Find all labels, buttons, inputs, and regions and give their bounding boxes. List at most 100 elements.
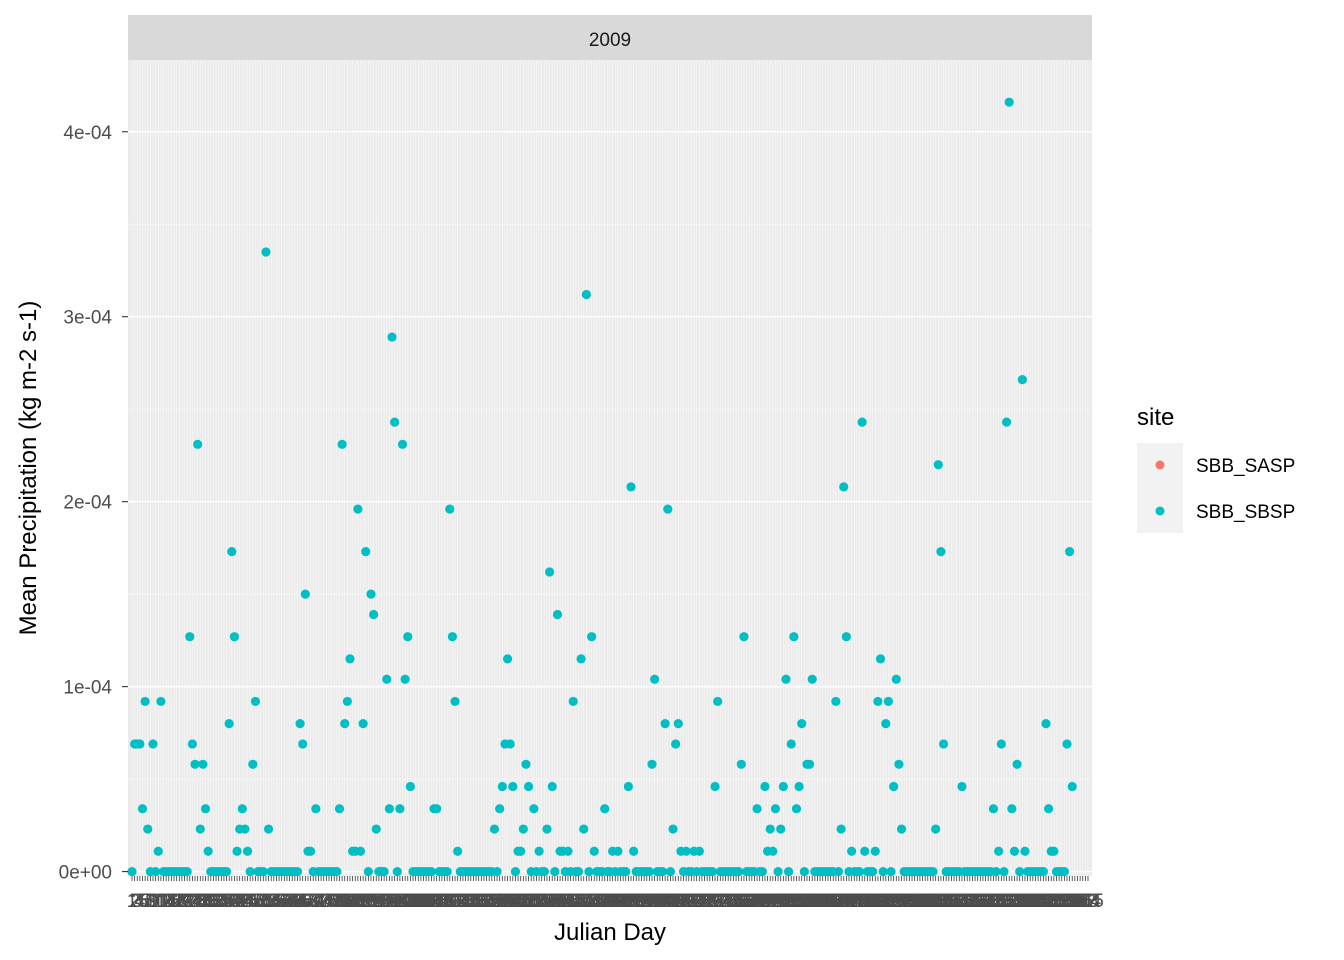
x-tick-label: 175 [573, 891, 605, 912]
x-tick-label: 208 [660, 891, 692, 912]
data-point [770, 804, 781, 814]
x-tick-label: 326 [970, 891, 1002, 912]
data-point [151, 866, 161, 877]
x-tick-label: 45 [237, 891, 258, 912]
x-axis-title: Julian Day [554, 919, 666, 946]
x-tick-label: 221 [694, 891, 726, 912]
x-tick-label: 336 [996, 891, 1028, 912]
x-tick-label: 136 [471, 891, 503, 912]
data-point [681, 846, 691, 856]
x-tick-label: 314 [938, 891, 970, 912]
data-point [847, 846, 857, 856]
x-tick-label: 155 [521, 891, 553, 912]
x-tick-label: 243 [752, 891, 784, 912]
data-point [143, 824, 153, 834]
data-point [510, 866, 521, 877]
data-point [224, 719, 234, 729]
x-tick-label: 164 [544, 891, 576, 912]
data-point [881, 719, 891, 729]
data-point [579, 824, 589, 834]
x-tick-label: 111 [406, 891, 435, 912]
x-tick-label: 30 [198, 891, 219, 912]
x-tick-label: 278 [844, 891, 876, 912]
x-tick-label: 209 [662, 891, 694, 912]
x-tick-label: 302 [907, 891, 939, 912]
data-point [994, 846, 1004, 856]
data-point [229, 632, 240, 642]
data-point [776, 824, 786, 834]
data-point [957, 781, 967, 792]
data-point [587, 632, 597, 642]
x-tick-label: 135 [468, 891, 500, 912]
x-tick-label: 203 [647, 891, 679, 912]
x-tick-label: 81 [332, 891, 353, 912]
x-tick-label: 171 [563, 891, 595, 912]
data-point [497, 781, 507, 792]
x-tick-label: 10 [145, 891, 166, 912]
data-point [1041, 719, 1051, 729]
x-tick-label: 352 [1038, 891, 1070, 912]
x-tick-label: 226 [707, 891, 739, 912]
data-point [789, 632, 799, 642]
x-tick-label: 275 [836, 891, 868, 912]
x-tick-label: 206 [655, 891, 687, 912]
x-tick-label: 324 [964, 891, 996, 912]
x-tick-label: 362 [1064, 891, 1096, 912]
x-tick-label: 14 [156, 891, 178, 912]
data-point [936, 547, 946, 557]
data-point [552, 609, 563, 620]
x-tick-label: 198 [634, 891, 666, 912]
x-tick-label: 107 [395, 891, 427, 912]
x-tick-label: 57 [269, 891, 290, 912]
x-tick-label: 58 [271, 891, 292, 912]
x-tick-label: 139 [479, 891, 511, 912]
x-tick-label: 59 [274, 891, 295, 912]
x-tick-label: 276 [838, 891, 870, 912]
x-tick-label: 228 [712, 891, 744, 912]
data-point [1007, 804, 1017, 814]
data-point [873, 696, 883, 707]
x-tick-label: 222 [697, 891, 729, 912]
x-tick-label: 195 [626, 891, 658, 912]
x-tick-label: 112 [408, 891, 438, 912]
x-tick-label: 341 [1009, 891, 1041, 912]
data-point [807, 674, 817, 684]
data-point [673, 719, 683, 729]
data-point [300, 589, 310, 599]
data-point [576, 654, 586, 664]
x-tick-label: 42 [229, 891, 250, 912]
y-axis: 0e+00 1e-04 2e-04 3e-04 4e-04 [59, 123, 128, 884]
data-point [671, 739, 681, 749]
x-tick-label: 329 [978, 891, 1010, 912]
x-tick-label: 35 [211, 891, 232, 912]
x-tick-label: 94 [366, 891, 388, 912]
data-point [135, 739, 145, 749]
data-point [248, 759, 258, 769]
x-tick-label: 191 [615, 891, 647, 912]
x-tick-label: 283 [857, 891, 889, 912]
data-point [379, 866, 389, 877]
data-point [584, 866, 594, 877]
x-tick-label: 335 [993, 891, 1025, 912]
x-tick-label: 72 [308, 891, 329, 912]
data-point [203, 846, 213, 856]
x-tick-label: 309 [925, 891, 957, 912]
x-tick-label: 101 [379, 891, 411, 912]
x-tick-label: 332 [985, 891, 1017, 912]
x-tick-label: 318 [949, 891, 981, 912]
x-tick-label: 220 [691, 891, 723, 912]
data-point [550, 866, 560, 877]
x-tick-label: 261 [799, 891, 831, 912]
x-tick-label: 310 [928, 891, 960, 912]
data-point [1017, 375, 1027, 385]
x-tick-label: 360 [1059, 891, 1091, 912]
x-tick-label: 22 [177, 891, 198, 912]
x-tick-label: 321 [957, 891, 989, 912]
x-tick-label: 296 [891, 891, 923, 912]
x-tick-label: 239 [741, 891, 773, 912]
x-tick-label: 364 [1070, 891, 1102, 912]
x-tick-label: 184 [597, 891, 629, 912]
x-tick-label: 359 [1056, 891, 1088, 912]
x-tick-label: 89 [353, 891, 374, 912]
